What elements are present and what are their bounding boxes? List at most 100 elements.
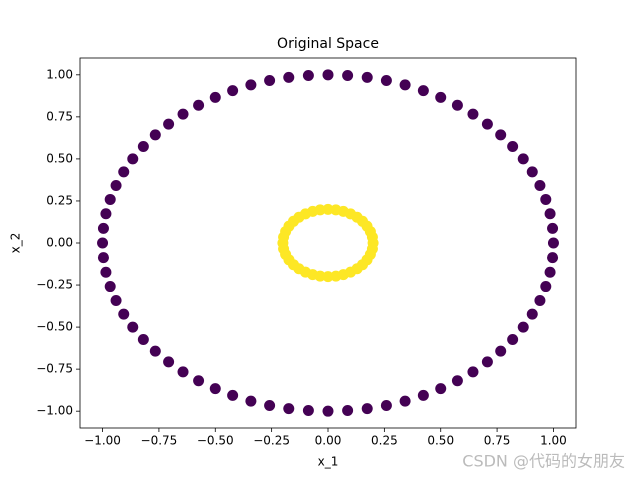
point bbox=[417, 389, 429, 401]
point bbox=[283, 71, 295, 83]
point bbox=[435, 383, 447, 395]
y-tick-label: 1.00 bbox=[46, 67, 73, 81]
x-tick-label: 0.50 bbox=[427, 434, 454, 448]
point bbox=[417, 85, 429, 97]
point bbox=[97, 222, 109, 234]
point bbox=[245, 79, 257, 91]
x-tick-label: 0.75 bbox=[484, 434, 511, 448]
point bbox=[137, 334, 149, 346]
point bbox=[495, 345, 507, 357]
point bbox=[322, 203, 334, 215]
point bbox=[507, 334, 519, 346]
point bbox=[302, 69, 314, 81]
point bbox=[97, 237, 109, 249]
point bbox=[118, 166, 130, 178]
x-tick-label: −0.50 bbox=[197, 434, 234, 448]
point bbox=[526, 308, 538, 320]
y-tick-label: −0.25 bbox=[36, 278, 73, 292]
point bbox=[314, 270, 326, 282]
point bbox=[322, 405, 334, 417]
point bbox=[104, 193, 116, 205]
point bbox=[544, 208, 556, 220]
point bbox=[435, 91, 447, 103]
point bbox=[451, 375, 463, 387]
point bbox=[495, 129, 507, 141]
point bbox=[481, 118, 493, 130]
point bbox=[540, 193, 552, 205]
point bbox=[104, 281, 116, 293]
point bbox=[361, 403, 373, 415]
point bbox=[163, 356, 175, 368]
point bbox=[517, 153, 529, 165]
chart-title: Original Space bbox=[277, 36, 379, 52]
point bbox=[547, 252, 559, 264]
point bbox=[163, 118, 175, 130]
point bbox=[177, 366, 189, 378]
y-tick-label: −0.75 bbox=[36, 362, 73, 376]
point bbox=[547, 222, 559, 234]
point bbox=[342, 405, 354, 417]
x-tick-label: −0.75 bbox=[141, 434, 178, 448]
point bbox=[283, 403, 295, 415]
point bbox=[399, 395, 411, 407]
point bbox=[361, 71, 373, 83]
point bbox=[193, 99, 205, 111]
point bbox=[451, 99, 463, 111]
point bbox=[245, 395, 257, 407]
plot-area bbox=[97, 69, 559, 417]
point bbox=[366, 243, 378, 255]
point bbox=[100, 266, 112, 278]
y-axis-label: x_2 bbox=[9, 233, 23, 254]
y-tick-label: −0.50 bbox=[36, 320, 73, 334]
watermark: CSDN @代码的女朋友 bbox=[462, 452, 625, 471]
point bbox=[209, 91, 221, 103]
y-tick-label: 0.25 bbox=[46, 193, 73, 207]
point bbox=[547, 237, 559, 249]
point bbox=[227, 389, 239, 401]
x-tick-label: −0.25 bbox=[253, 434, 290, 448]
point bbox=[517, 321, 529, 333]
point bbox=[507, 140, 519, 152]
point bbox=[149, 345, 161, 357]
y-tick-label: −1.00 bbox=[36, 404, 73, 418]
x-axis-label: x_1 bbox=[318, 455, 339, 469]
point bbox=[380, 75, 392, 87]
point bbox=[100, 208, 112, 220]
x-tick-label: 1.00 bbox=[540, 434, 567, 448]
point bbox=[97, 252, 109, 264]
point bbox=[481, 356, 493, 368]
point bbox=[322, 69, 334, 81]
point bbox=[264, 399, 276, 411]
y-tick-label: 0.75 bbox=[46, 109, 73, 123]
point bbox=[302, 405, 314, 417]
point bbox=[137, 140, 149, 152]
y-tick-label: 0.00 bbox=[46, 236, 73, 250]
point bbox=[467, 108, 479, 120]
point bbox=[342, 69, 354, 81]
point bbox=[534, 295, 546, 307]
point bbox=[534, 179, 546, 191]
point bbox=[127, 321, 139, 333]
point bbox=[193, 375, 205, 387]
point bbox=[544, 266, 556, 278]
axes-frame bbox=[79, 57, 577, 429]
y-tick-label: 0.50 bbox=[46, 151, 73, 165]
point bbox=[118, 308, 130, 320]
point bbox=[209, 383, 221, 395]
x-tick-label: 0.00 bbox=[315, 434, 342, 448]
point bbox=[380, 399, 392, 411]
point bbox=[110, 179, 122, 191]
x-tick-label: 0.25 bbox=[371, 434, 398, 448]
x-tick-label: −1.00 bbox=[84, 434, 121, 448]
point bbox=[399, 79, 411, 91]
point bbox=[526, 166, 538, 178]
point bbox=[330, 204, 342, 216]
point bbox=[322, 271, 334, 283]
point bbox=[467, 366, 479, 378]
point bbox=[177, 108, 189, 120]
point bbox=[149, 129, 161, 141]
point bbox=[264, 75, 276, 87]
point bbox=[127, 153, 139, 165]
point bbox=[227, 85, 239, 97]
